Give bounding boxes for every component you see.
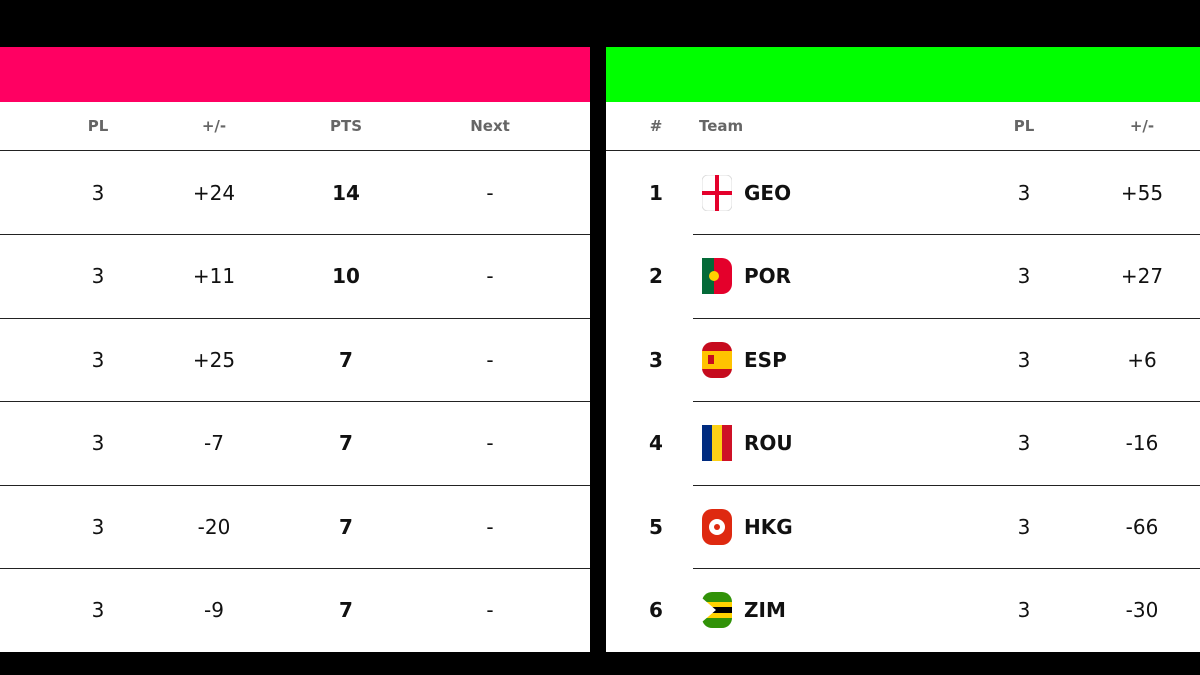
header-row: # Team PL +/- — [606, 102, 1200, 151]
cell: - — [486, 598, 494, 622]
cell: +24 — [192, 180, 236, 205]
cell: +25 — [192, 347, 236, 372]
cell: -20 — [197, 514, 231, 539]
flag-icon — [702, 174, 732, 211]
table-row: 3 +11 10 - — [0, 235, 590, 319]
flag-icon — [702, 341, 732, 378]
column-header: # — [649, 117, 663, 135]
column-header: Team — [699, 117, 744, 135]
flag-icon — [702, 592, 732, 628]
rank: 5 — [649, 514, 663, 539]
column-header: +/- — [201, 117, 227, 135]
cell: 14 — [332, 180, 360, 205]
cell: +6 — [1127, 347, 1157, 372]
header-band — [0, 47, 590, 102]
rank: 1 — [649, 180, 663, 205]
table-row: 1 GEO 3 +55 — [649, 151, 1200, 235]
table-row: 3 +25 7 - — [0, 318, 590, 402]
team-name: ROU — [744, 431, 793, 455]
column-header: +/- — [1129, 117, 1155, 135]
cell: - — [486, 180, 494, 205]
table-row: 3 -9 7 - — [0, 569, 590, 652]
cell: 3 — [91, 514, 105, 539]
right-table: # Team PL +/- 1 GEO 3 +55 2 POR 3 +27 3 ESP 3 +6 4 ROU 3 -… — [606, 47, 1200, 652]
rank: 3 — [649, 347, 663, 372]
cell: 3 — [91, 431, 105, 455]
column-header: Next — [470, 117, 510, 135]
cell: 3 — [1017, 264, 1031, 288]
team: HKG — [702, 485, 793, 568]
cell: - — [486, 347, 494, 372]
rank: 2 — [649, 264, 663, 288]
cell: -30 — [1125, 598, 1159, 622]
cell: - — [486, 431, 494, 455]
flag-icon — [702, 508, 732, 545]
table-row: 5 HKG 3 -66 — [649, 485, 1200, 569]
cell: 7 — [339, 431, 353, 455]
team-name: HKG — [744, 514, 793, 539]
cell: 3 — [1017, 180, 1031, 205]
team-name: POR — [744, 264, 792, 288]
table-row: 6 ZIM 3 -30 — [606, 569, 1200, 652]
cell: 3 — [91, 598, 105, 622]
cell: 7 — [339, 514, 353, 539]
cell: 3 — [91, 347, 105, 372]
header-band — [606, 47, 1200, 102]
table-row: 3 ESP 3 +6 — [649, 318, 1200, 402]
cell: -9 — [204, 598, 224, 622]
team: POR — [702, 235, 791, 318]
cell: -66 — [1125, 514, 1159, 539]
left-table: PL +/- PTS Next 3 +24 14-3 +11 10-3 +25 7-3 -7 7-3-… — [0, 47, 590, 652]
cell: 3 — [1017, 598, 1031, 622]
cell: +11 — [192, 264, 236, 288]
cell: +55 — [1120, 180, 1164, 205]
column-header: PL — [87, 117, 109, 135]
team: ROU — [702, 402, 793, 485]
table-row: 3 +24 14 - — [0, 151, 590, 235]
rank: 6 — [649, 598, 663, 622]
column-header: PL — [1013, 117, 1035, 135]
header-row: PL +/- PTS Next — [0, 102, 590, 151]
team: GEO — [702, 151, 791, 234]
team: ZIM — [702, 569, 786, 652]
cell: - — [486, 264, 494, 288]
cell: 10 — [332, 264, 360, 288]
table-row: 2 POR 3 +27 — [649, 235, 1200, 319]
flag-icon — [702, 258, 732, 294]
column-header: PTS — [329, 117, 363, 135]
team: ESP — [702, 318, 787, 401]
rank: 4 — [649, 431, 663, 455]
cell: 3 — [1017, 514, 1031, 539]
team-name: ZIM — [744, 598, 786, 622]
cell: -16 — [1125, 431, 1159, 455]
cell: 3 — [1017, 431, 1031, 455]
cell: 3 — [91, 264, 105, 288]
cell: +27 — [1120, 264, 1164, 288]
cell: 3 — [1017, 347, 1031, 372]
team-name: GEO — [744, 180, 792, 205]
table-row: 3 -7 7 - — [0, 402, 590, 486]
team-name: ESP — [744, 347, 787, 372]
flag-icon — [702, 425, 732, 461]
table-row: 4 ROU 3 -16 — [649, 402, 1200, 486]
cell: 3 — [91, 180, 105, 205]
cell: 7 — [339, 598, 353, 622]
table-row: 3 -20 7 - — [0, 485, 590, 569]
cell: - — [486, 514, 494, 539]
cell: 7 — [339, 347, 353, 372]
cell: -7 — [204, 431, 224, 455]
